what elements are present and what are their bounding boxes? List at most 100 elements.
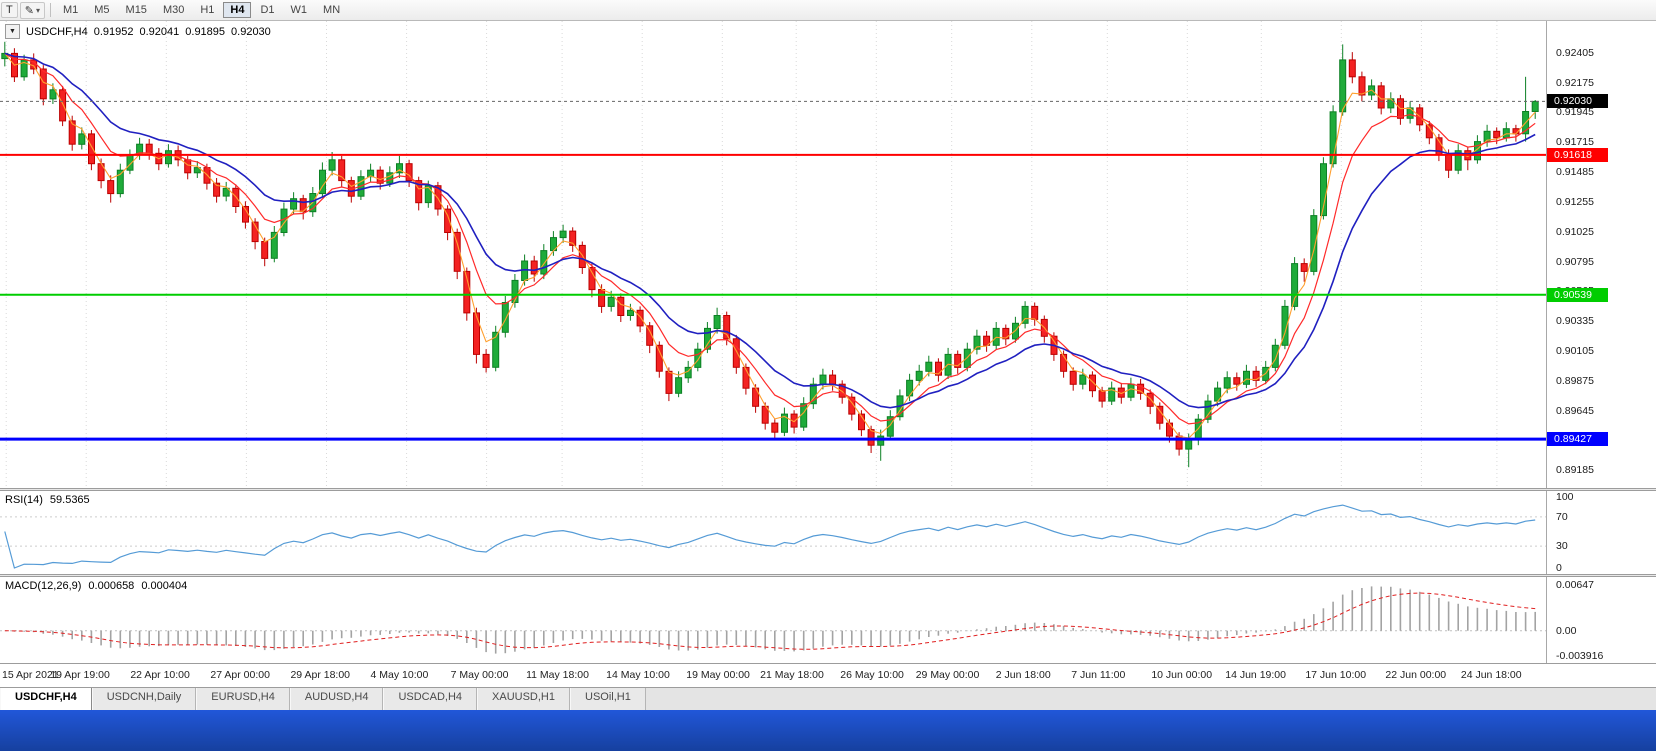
time-axis-label: 19 Apr 19:00 [50, 669, 110, 681]
chart-tab-EURUSD-H4[interactable]: EURUSD,H4 [196, 688, 290, 710]
time-axis-label: 22 Jun 00:00 [1385, 669, 1447, 681]
rsi-axis[interactable]: 100 70 30 0 [1546, 491, 1656, 574]
rsi-axis-label: 100 [1556, 491, 1574, 503]
time-axis-label: 2 Jun 18:00 [995, 669, 1051, 681]
timeframe-button-M1[interactable]: M1 [62, 4, 79, 16]
price-chart-canvas[interactable] [0, 21, 1546, 488]
rsi-axis-label: 70 [1556, 510, 1568, 523]
rsi-axis-label: 30 [1556, 540, 1568, 553]
macd-axis-label: -0.003916 [1556, 650, 1604, 662]
price-axis-label: 0.90335 [1556, 315, 1594, 328]
chart-collapse-icon[interactable]: ▼ [5, 24, 20, 39]
time-axis-label: 17 Jun 10:00 [1305, 669, 1367, 681]
timeframe-button-W1[interactable]: W1 [290, 4, 308, 16]
price-axis[interactable]: 0.92405 0.92175 0.91945 0.91715 0.91485 0.912… [1546, 21, 1656, 488]
time-axis-label: 24 Jun 18:00 [1460, 669, 1522, 681]
timeframe-button-MN[interactable]: MN [323, 4, 341, 16]
price-axis-label: 0.91945 [1556, 106, 1594, 119]
time-axis-label: 27 Apr 00:00 [210, 669, 270, 681]
rsi-panel[interactable]: RSI(14) 59.5365 100 70 30 0 [0, 491, 1656, 574]
axis-divider [0, 663, 1656, 664]
macd-axis[interactable]: 0.00647 0.00 -0.003916 [1546, 577, 1656, 663]
rsi-axis-label: 0 [1556, 562, 1562, 574]
chart-tab-USOil-H1[interactable]: USOil,H1 [570, 688, 646, 710]
time-axis-label: 7 Jun 11:00 [1071, 669, 1126, 681]
time-axis-label: 15 Apr 2021 [2, 669, 59, 681]
ohlc-high: 0.92041 [139, 25, 180, 38]
rsi-canvas[interactable] [0, 491, 1546, 574]
price-badge-0.90539: 0.90539 [1547, 287, 1608, 302]
price-axis-label: 0.92405 [1556, 46, 1594, 59]
ohlc-close: 0.92030 [231, 25, 271, 38]
rsi-value: 59.5365 [49, 494, 90, 506]
price-axis-label: 0.89875 [1556, 374, 1594, 387]
chart-tab-USDCHF-H4[interactable]: USDCHF,H4 [0, 688, 92, 710]
time-axis-label: 22 Apr 10:00 [130, 669, 190, 681]
macd-indicator-name: MACD(12,26,9) [5, 580, 82, 592]
macd-signal-value: 0.000404 [141, 580, 188, 592]
time-axis-label: 29 May 00:00 [915, 669, 980, 681]
time-axis-label: 4 May 10:00 [370, 669, 429, 681]
top-toolbar: T ✎ ▾ M1 M5 M15 M30 H1 H4 D1 W1 MN [0, 0, 1656, 21]
timeframe-button-D1[interactable]: D1 [260, 4, 275, 16]
panel-splitter[interactable] [0, 488, 1656, 491]
time-axis-label: 29 Apr 18:00 [290, 669, 351, 681]
rsi-label-row: RSI(14) 59.5365 [5, 494, 90, 506]
chart-tab-USDCNH-Daily[interactable]: USDCNH,Daily [91, 688, 197, 710]
ma-line-7 [4, 52, 1536, 425]
macd-axis-label: 0.00 [1556, 624, 1577, 637]
macd-axis-label: 0.00647 [1556, 579, 1594, 591]
price-axis-label: 0.91025 [1556, 225, 1594, 238]
time-axis-label: 14 Jun 19:00 [1225, 669, 1286, 681]
time-axis[interactable]: 15 Apr 2021 19 Apr 19:00 22 Apr 10:00 27 Ap… [0, 664, 1656, 687]
templates-button[interactable]: T [1, 2, 18, 18]
grid-layer [5, 21, 1498, 488]
time-axis-label: 11 May 18:00 [526, 669, 589, 681]
time-axis-label: 26 May 10:00 [840, 669, 904, 681]
chart-tab-AUDUSD-H4[interactable]: AUDUSD,H4 [289, 688, 384, 710]
timeframe-bar: M1 M5 M15 M30 H1 H4 D1 W1 MN [55, 2, 348, 18]
time-axis-label: 10 Jun 00:00 [1151, 669, 1213, 681]
drawing-tool-button[interactable]: ✎ ▾ [19, 1, 45, 19]
macd-histogram [13, 586, 1536, 654]
time-axis-label: 21 May 18:00 [760, 669, 824, 681]
price-axis-label: 0.92175 [1556, 76, 1594, 89]
timeframe-button-M30[interactable]: M30 [162, 4, 185, 16]
chart-header: ▼ USDCHF,H4 0.91952 0.92041 0.91895 0.92… [5, 24, 271, 39]
timeframe-button-M5[interactable]: M5 [94, 4, 110, 16]
price-axis-label: 0.91255 [1556, 195, 1594, 208]
templates-button-icon: T [6, 4, 13, 16]
panel-splitter[interactable] [0, 574, 1656, 577]
price-badge-0.91618: 0.91618 [1547, 147, 1608, 162]
candles-layer [1, 41, 1539, 468]
rsi-line [4, 504, 1536, 569]
macd-label-row: MACD(12,26,9) 0.000658 0.000404 [5, 580, 187, 592]
timeframe-button-H4[interactable]: H4 [223, 2, 252, 18]
main-chart-panel[interactable]: ▼ USDCHF,H4 0.91952 0.92041 0.91895 0.92… [0, 21, 1656, 488]
price-axis-label: 0.89185 [1556, 464, 1594, 477]
time-axis-label: 19 May 00:00 [686, 669, 750, 681]
macd-canvas[interactable] [0, 577, 1546, 663]
toolbar-separator [49, 3, 51, 17]
macd-signal-line [4, 592, 1536, 650]
price-axis-label: 0.90105 [1556, 345, 1594, 358]
price-badge-0.89427: 0.89427 [1547, 432, 1608, 447]
price-badge-0.92030: 0.92030 [1547, 94, 1608, 109]
drawing-tool-button-icon: ✎ [24, 4, 34, 17]
chart-tab-XAUUSD-H1[interactable]: XAUUSD,H1 [477, 688, 570, 710]
timeframe-button-M15[interactable]: M15 [125, 4, 147, 16]
chart-tab-USDCAD-H4[interactable]: USDCAD,H4 [383, 688, 478, 710]
toolbar-buttons: T ✎ ▾ [0, 1, 46, 20]
ohlc-low: 0.91895 [185, 25, 226, 38]
time-axis-label: 14 May 10:00 [606, 669, 670, 681]
price-axis-label: 0.91715 [1556, 136, 1594, 149]
time-axis-label: 7 May 00:00 [450, 669, 509, 681]
windows-taskbar[interactable] [0, 710, 1656, 751]
macd-panel[interactable]: MACD(12,26,9) 0.000658 0.000404 0.00647 0… [0, 577, 1656, 663]
price-axis-label: 0.91485 [1556, 166, 1594, 179]
ma-line-3 [4, 53, 1536, 439]
price-axis-label: 0.89645 [1556, 404, 1594, 417]
ohlc-open: 0.91952 [93, 25, 134, 38]
timeframe-button-H1[interactable]: H1 [200, 4, 215, 16]
